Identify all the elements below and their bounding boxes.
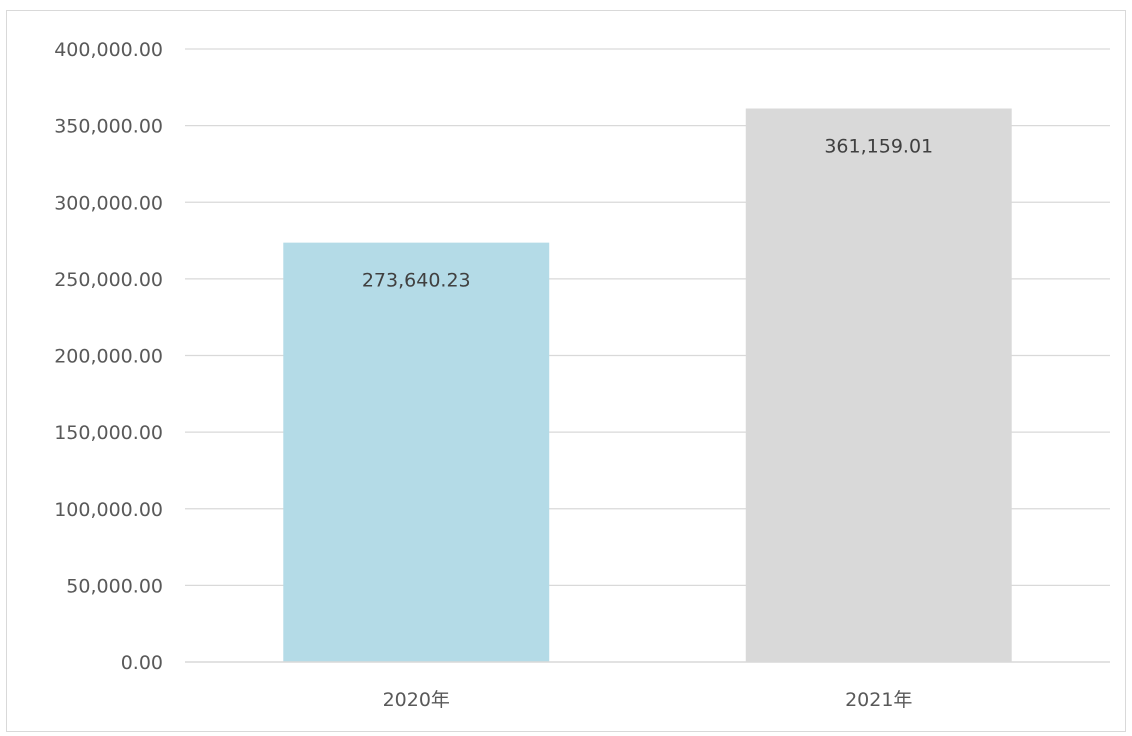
x-axis-category-labels: 2020年 2021年 bbox=[383, 689, 913, 711]
y-tick-label: 250,000.00 bbox=[54, 269, 163, 291]
data-labels: 273,640.23 361,159.01 bbox=[362, 136, 933, 292]
y-tick-label: 100,000.00 bbox=[54, 499, 163, 521]
bar bbox=[283, 242, 550, 662]
y-tick-label: 50,000.00 bbox=[66, 575, 163, 597]
y-tick-label: 400,000.00 bbox=[54, 39, 163, 61]
y-tick-label: 200,000.00 bbox=[54, 346, 163, 368]
y-tick-label: 350,000.00 bbox=[54, 116, 163, 138]
y-axis-tick-labels: 0.00 50,000.00 100,000.00 150,000.00 200,000… bbox=[54, 39, 163, 674]
y-tick-label: 0.00 bbox=[121, 652, 163, 674]
bar bbox=[745, 108, 1012, 663]
data-label: 361,159.01 bbox=[824, 136, 933, 158]
bars bbox=[283, 108, 1012, 663]
y-tick-label: 150,000.00 bbox=[54, 422, 163, 444]
data-label: 273,640.23 bbox=[362, 270, 471, 292]
y-tick-label: 300,000.00 bbox=[54, 192, 163, 214]
x-category-label: 2021年 bbox=[845, 689, 912, 711]
x-category-label: 2020年 bbox=[383, 689, 450, 711]
